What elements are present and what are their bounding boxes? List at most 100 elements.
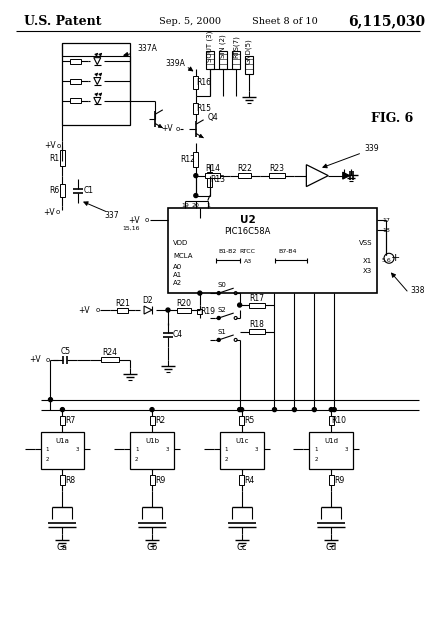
Text: +V: +V <box>129 216 140 225</box>
Text: Ca: Ca <box>57 543 68 552</box>
Text: R17: R17 <box>249 294 265 303</box>
Bar <box>60 184 65 197</box>
Text: RTCC: RTCC <box>240 249 255 254</box>
Text: +V: +V <box>44 208 55 217</box>
Text: R2: R2 <box>155 416 165 425</box>
Circle shape <box>198 291 202 295</box>
Text: 2: 2 <box>225 457 228 462</box>
Text: R23: R23 <box>269 164 284 173</box>
Circle shape <box>272 408 276 412</box>
Circle shape <box>217 339 220 341</box>
Text: Sep. 5, 2000: Sep. 5, 2000 <box>159 17 221 26</box>
Text: SIN (2): SIN (2) <box>219 35 226 58</box>
Text: 2: 2 <box>314 457 318 462</box>
Bar <box>70 59 81 63</box>
Polygon shape <box>343 172 350 179</box>
Text: D2: D2 <box>143 296 153 305</box>
Circle shape <box>329 408 333 412</box>
Text: R13: R13 <box>210 175 225 184</box>
Bar <box>206 51 214 69</box>
Text: 20: 20 <box>192 203 200 208</box>
Circle shape <box>217 317 220 319</box>
Text: PIC16C58A: PIC16C58A <box>224 227 271 236</box>
Text: R22: R22 <box>237 164 252 173</box>
Bar <box>62 44 130 125</box>
Circle shape <box>194 173 198 178</box>
Text: GND(5): GND(5) <box>245 38 252 64</box>
Circle shape <box>293 408 296 412</box>
Text: 3: 3 <box>165 447 169 452</box>
Bar <box>205 173 220 178</box>
Bar <box>177 308 191 312</box>
Text: R7: R7 <box>65 416 75 425</box>
Text: 15,16: 15,16 <box>123 226 140 231</box>
Text: R15: R15 <box>196 104 211 113</box>
Circle shape <box>194 193 198 198</box>
Text: U1c: U1c <box>235 438 249 444</box>
Text: +V: +V <box>161 124 173 133</box>
Text: o: o <box>56 143 61 148</box>
Text: 3: 3 <box>76 447 79 452</box>
Text: R6: R6 <box>49 186 60 195</box>
Text: 339A: 339A <box>165 59 185 68</box>
Bar <box>60 476 65 485</box>
Text: C1: C1 <box>83 186 93 195</box>
Bar <box>60 415 65 426</box>
Bar <box>193 152 198 166</box>
Text: R18: R18 <box>250 321 265 330</box>
Text: R12: R12 <box>181 155 195 164</box>
Bar <box>239 415 244 426</box>
Text: U1d: U1d <box>324 438 338 444</box>
Text: R21: R21 <box>115 299 130 308</box>
Text: Cb: Cb <box>146 543 158 552</box>
Bar <box>249 330 265 335</box>
Text: o: o <box>45 357 50 363</box>
Text: 2: 2 <box>135 457 139 462</box>
Bar <box>130 431 174 469</box>
Text: VDD: VDD <box>173 241 188 246</box>
Text: C4: C4 <box>173 330 183 339</box>
Text: U1b: U1b <box>145 438 159 444</box>
Text: 6,115,030: 6,115,030 <box>348 14 426 28</box>
Text: R14: R14 <box>205 164 220 173</box>
Text: R1: R1 <box>49 154 60 163</box>
Text: 1: 1 <box>314 447 318 452</box>
Text: 1: 1 <box>45 447 49 452</box>
Text: A0: A0 <box>173 264 182 270</box>
Text: A2: A2 <box>173 280 182 286</box>
Bar <box>329 415 334 426</box>
Text: S2: S2 <box>218 307 226 313</box>
Text: FIG. 6: FIG. 6 <box>371 113 413 125</box>
Text: Sheet 8 of 10: Sheet 8 of 10 <box>252 17 317 26</box>
Bar <box>238 173 251 178</box>
Text: Q4: Q4 <box>208 113 218 122</box>
Text: R5: R5 <box>245 416 255 425</box>
Text: o: o <box>55 209 60 216</box>
Text: +V: +V <box>29 355 41 364</box>
Text: 337: 337 <box>105 211 119 220</box>
Text: B7-B4: B7-B4 <box>278 249 296 254</box>
Text: R24: R24 <box>103 348 118 357</box>
Text: RTS(7): RTS(7) <box>232 35 239 58</box>
Bar <box>329 476 334 485</box>
Text: R9: R9 <box>155 476 165 484</box>
Bar <box>232 51 240 69</box>
Bar <box>193 103 198 114</box>
Text: X1: X1 <box>363 259 372 264</box>
Bar <box>117 308 128 312</box>
Text: R16: R16 <box>196 78 211 87</box>
Text: MCLA: MCLA <box>173 253 192 259</box>
Circle shape <box>61 408 65 412</box>
Text: 5,6: 5,6 <box>382 258 392 263</box>
Circle shape <box>238 408 242 412</box>
Bar <box>193 77 198 88</box>
Text: U2: U2 <box>239 216 255 225</box>
Text: C5: C5 <box>60 348 71 356</box>
Circle shape <box>166 308 170 312</box>
Text: SOUT (3): SOUT (3) <box>207 31 213 62</box>
Text: 19: 19 <box>181 203 189 208</box>
Text: Cd: Cd <box>326 543 337 552</box>
Text: 1: 1 <box>135 447 139 452</box>
Text: o: o <box>95 307 99 313</box>
Circle shape <box>150 408 154 412</box>
